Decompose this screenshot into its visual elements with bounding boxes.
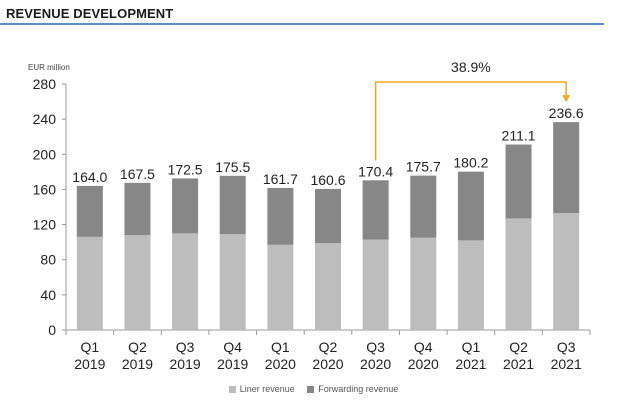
x-tick-label-quarter: Q4 — [414, 339, 433, 355]
x-tick-label-quarter: Q3 — [557, 339, 576, 355]
bar-total-label: 172.5 — [168, 161, 203, 177]
legend-label-liner: Liner revenue — [239, 384, 295, 394]
bar-segment-forwarding — [410, 175, 437, 238]
revenue-stacked-bar-chart: EUR million 04080120160200240280164.0Q12… — [28, 59, 591, 372]
x-tick-label-year: 2020 — [408, 356, 439, 372]
bar-total-label: 175.5 — [215, 159, 250, 175]
x-tick-label-year: 2019 — [122, 356, 153, 372]
bar-segment-liner — [457, 240, 484, 330]
x-tick-label-quarter: Q2 — [509, 339, 528, 355]
bar-segment-forwarding — [124, 182, 151, 236]
x-tick-label-year: 2019 — [74, 356, 105, 372]
legend-swatch-forwarding — [307, 386, 315, 393]
y-tick-label: 200 — [33, 146, 57, 162]
y-tick-label: 160 — [33, 181, 57, 197]
x-tick-label-quarter: Q1 — [271, 339, 290, 355]
x-tick-label-year: 2021 — [551, 356, 582, 372]
bar-segment-liner — [362, 239, 389, 330]
bar-segment-liner — [76, 236, 103, 330]
x-tick-label-year: 2021 — [455, 356, 486, 372]
bar-total-label: 211.1 — [502, 128, 536, 144]
bar-total-label: 160.6 — [310, 172, 345, 188]
bar-segment-liner — [267, 244, 294, 330]
bar-segment-liner — [410, 237, 437, 330]
revenue-chart-panel: EUR million 0 40 80 120 160 200 240 280 164.0 Q1 2… — [0, 32, 627, 417]
y-tick-label: 120 — [33, 217, 57, 233]
x-tick-label-quarter: Q2 — [319, 339, 338, 355]
bar-total-label: 170.4 — [358, 163, 393, 179]
bar-total-label: 180.2 — [453, 155, 488, 171]
bar-total-label: 236.6 — [549, 105, 584, 121]
bar-total-label: 167.5 — [120, 166, 155, 182]
x-tick-label-year: 2021 — [503, 356, 534, 372]
legend-swatch-liner — [228, 386, 236, 393]
growth-arrowhead-icon — [562, 95, 571, 103]
y-tick-label: 0 — [48, 322, 56, 338]
x-tick-label-quarter: Q3 — [176, 339, 195, 355]
legend-label-forwarding: Forwarding revenue — [318, 384, 399, 394]
growth-percentage-label: 38.9% — [451, 59, 491, 75]
y-axis-label: EUR million — [28, 63, 70, 72]
y-tick-label: 280 — [33, 76, 57, 92]
x-tick-label-quarter: Q4 — [223, 339, 242, 355]
y-tick-label: 80 — [40, 252, 56, 268]
x-tick-label-year: 2019 — [170, 356, 201, 372]
legend-item-liner: Liner revenue — [228, 384, 295, 394]
bar-segment-forwarding — [505, 144, 532, 219]
legend-item-forwarding: Forwarding revenue — [307, 384, 398, 394]
bar-segment-forwarding — [553, 122, 580, 214]
bar-segment-forwarding — [362, 180, 389, 240]
title-divider — [0, 23, 604, 25]
x-tick-label-year: 2019 — [217, 356, 248, 372]
x-tick-label-quarter: Q1 — [462, 339, 481, 355]
x-tick-label-year: 2020 — [312, 356, 343, 372]
bar-segment-liner — [219, 234, 246, 330]
y-tick-label: 240 — [33, 111, 57, 127]
x-tick-label-quarter: Q1 — [80, 339, 99, 355]
x-tick-label-quarter: Q3 — [366, 339, 385, 355]
bar-segment-forwarding — [315, 188, 341, 244]
bar-segment-forwarding — [219, 175, 246, 235]
bar-segment-liner — [124, 235, 151, 330]
growth-bracket-line — [374, 81, 567, 161]
bar-total-label: 161.7 — [263, 171, 298, 187]
chart-legend: Liner revenue Forwarding revenue — [0, 384, 627, 394]
x-tick-label-year: 2020 — [360, 356, 391, 372]
bar-segment-forwarding — [172, 178, 199, 234]
bar-segment-liner — [315, 243, 341, 330]
y-tick-label: 40 — [40, 287, 56, 303]
bar-segment-forwarding — [457, 171, 484, 241]
bar-segment-forwarding — [267, 187, 294, 245]
bar-segment-liner — [553, 213, 580, 330]
page-title: REVENUE DEVELOPMENT — [6, 6, 174, 21]
bar-total-label: 164.0 — [72, 169, 107, 185]
bar-segment-liner — [172, 233, 199, 330]
bar-segment-liner — [505, 218, 532, 330]
x-tick-label-year: 2020 — [265, 356, 296, 372]
x-tick-label-quarter: Q2 — [128, 339, 147, 355]
bar-segment-forwarding — [76, 185, 103, 237]
bar-total-label: 175.7 — [406, 159, 441, 175]
